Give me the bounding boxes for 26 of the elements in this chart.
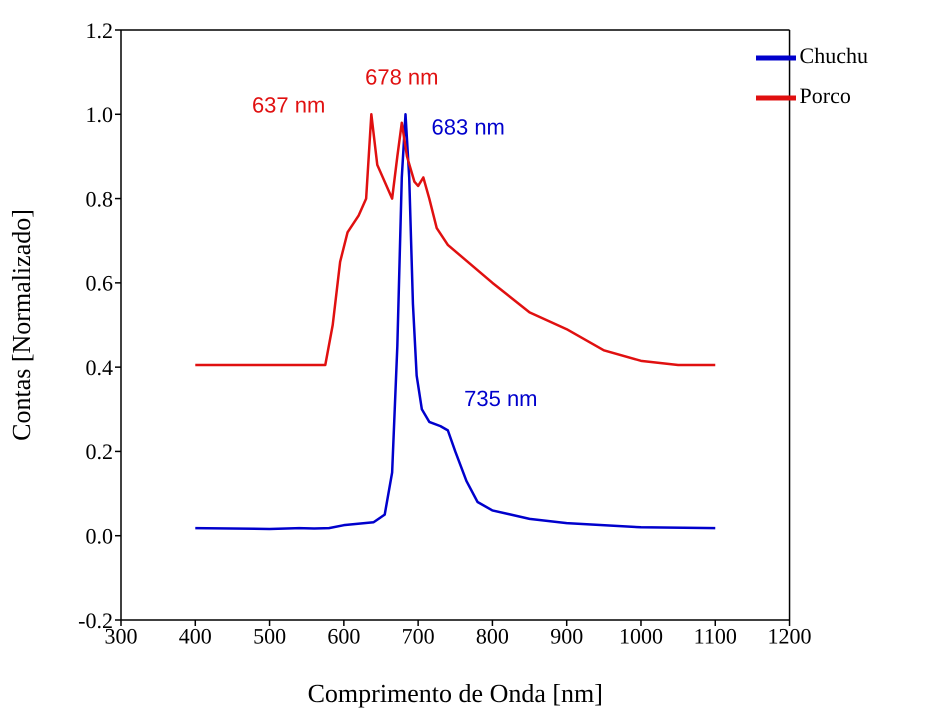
x-tick-label: 1200 [768, 624, 812, 649]
y-tick-label: 0.2 [86, 439, 113, 464]
annotation: 678 nm [365, 64, 438, 90]
y-axis-title: Contas [Normalizado] [7, 209, 36, 441]
annotation: 735 nm [464, 386, 538, 412]
x-axis-title: Comprimento de Onda [nm] [308, 679, 603, 708]
x-tick-label: 1000 [618, 624, 663, 649]
y-tick-label: 1.2 [86, 18, 113, 43]
x-tick-label: 700 [402, 624, 435, 649]
legend-label: Chuchu [800, 43, 868, 68]
x-tick-label: 900 [550, 624, 584, 649]
x-tick-label: 400 [178, 624, 212, 649]
line-series [194, 113, 717, 366]
line-series [194, 113, 717, 530]
legend-label: Porco [800, 83, 851, 108]
y-tick-label: 0.6 [86, 270, 113, 296]
y-tick-label: 1.0 [86, 102, 113, 128]
annotation: 683 nm [432, 114, 505, 140]
y-tick-label: 0.4 [86, 354, 113, 380]
x-tick-label: 600 [327, 624, 360, 649]
x-tick-label: 800 [476, 624, 509, 649]
annotation: 637 nm [252, 92, 326, 118]
x-tick-label: 500 [253, 624, 286, 649]
x-tick-label: 1100 [694, 624, 737, 649]
y-tick-label: 0.0 [86, 524, 113, 549]
y-tick-label: 0.8 [86, 186, 113, 212]
